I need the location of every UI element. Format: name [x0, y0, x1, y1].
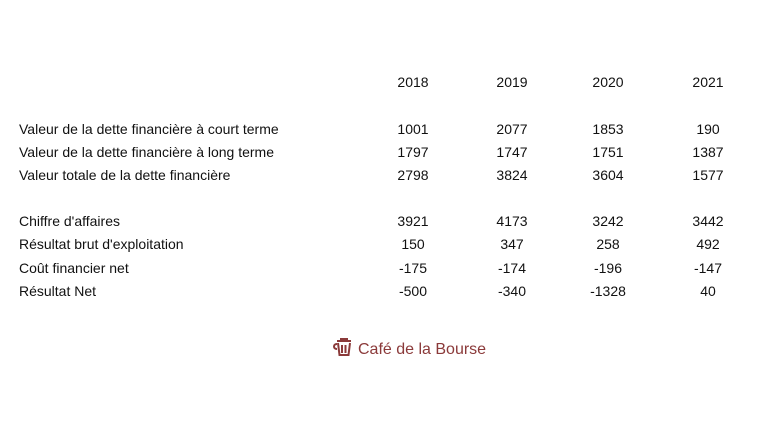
row-label: Valeur de la dette financière à long ter…	[19, 144, 275, 160]
year-header: 2020	[592, 74, 624, 90]
table-cell: 2077	[496, 121, 528, 137]
row-label: Valeur totale de la dette financière	[19, 167, 231, 183]
table-cell: 1001	[397, 121, 429, 137]
table-cell: -175	[398, 260, 428, 276]
table-cell: 492	[696, 236, 720, 252]
logo-text: Café de la Bourse	[358, 340, 487, 358]
table-cell: 4173	[496, 213, 528, 229]
table-cell: 258	[596, 236, 620, 252]
table-cell: 40	[700, 283, 716, 299]
table-cell: -196	[593, 260, 623, 276]
table-cell: 150	[401, 236, 425, 252]
table-cell: 190	[696, 121, 720, 137]
table-cell: 2798	[397, 167, 429, 183]
table-cell: -147	[693, 260, 723, 276]
table-cell: -500	[398, 283, 428, 299]
table-cell: 3921	[397, 213, 429, 229]
table-cell: 1577	[692, 167, 724, 183]
table-cell: 1853	[592, 121, 624, 137]
table-cell: 3242	[592, 213, 624, 229]
year-header: 2021	[692, 74, 724, 90]
row-label: Résultat Net	[19, 283, 97, 299]
logo: Café de la Bourse	[331, 337, 486, 362]
table-cell: -174	[497, 260, 527, 276]
table-cell: -1328	[590, 283, 626, 299]
row-label: Résultat brut d'exploitation	[19, 236, 184, 252]
table-cell: 1387	[692, 144, 724, 160]
row-label: Chiffre d'affaires	[19, 213, 120, 229]
year-header: 2019	[496, 74, 528, 90]
coffee-cup-icon	[331, 337, 358, 362]
table-cell: 347	[500, 236, 524, 252]
table-cell: 3604	[592, 167, 624, 183]
year-header: 2018	[397, 74, 429, 90]
table-cell: 1751	[592, 144, 624, 160]
table-cell: 3442	[692, 213, 724, 229]
table-cell: 1747	[496, 144, 528, 160]
table-cell: -340	[497, 283, 527, 299]
row-label: Valeur de la dette financière à court te…	[19, 121, 279, 137]
table-cell: 1797	[397, 144, 429, 160]
table-cell: 3824	[496, 167, 528, 183]
row-label: Coût financier net	[19, 260, 129, 276]
